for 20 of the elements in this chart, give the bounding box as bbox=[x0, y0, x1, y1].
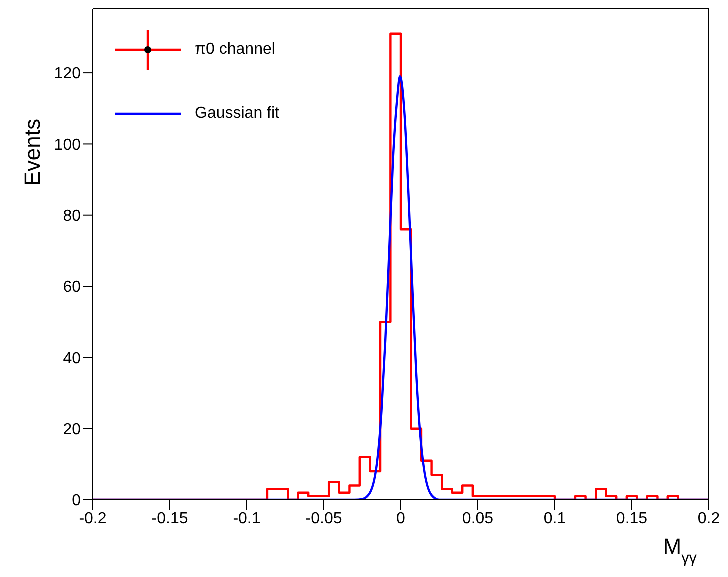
x-tick-label: -0.1 bbox=[233, 510, 261, 528]
x-tick-label: 0.2 bbox=[698, 510, 720, 528]
y-tick-label: 40 bbox=[63, 350, 82, 368]
legend-label: π0 channel bbox=[195, 41, 276, 59]
x-tick-label: -0.15 bbox=[152, 510, 188, 528]
x-tick-label: 0.15 bbox=[616, 510, 648, 528]
x-tick-label: -0.2 bbox=[79, 510, 107, 528]
x-tick-label: 0.1 bbox=[544, 510, 566, 528]
x-tick-label: -0.05 bbox=[306, 510, 342, 528]
y-tick-label: 20 bbox=[63, 422, 82, 439]
legend-label: Gaussian fit bbox=[195, 105, 280, 123]
y-tick-label: 100 bbox=[54, 136, 82, 154]
y-tick-label: 60 bbox=[63, 279, 82, 296]
y-tick-label: 80 bbox=[63, 208, 82, 226]
x-axis-title: M$_{γγ}$ bbox=[663, 534, 698, 566]
x-tick-label: 0.05 bbox=[462, 510, 494, 528]
y-tick-label: 0 bbox=[72, 492, 82, 510]
y-axis-title: Events bbox=[20, 119, 45, 186]
y-tick-label: 120 bbox=[54, 66, 82, 83]
x-tick-label: 0 bbox=[396, 510, 406, 528]
